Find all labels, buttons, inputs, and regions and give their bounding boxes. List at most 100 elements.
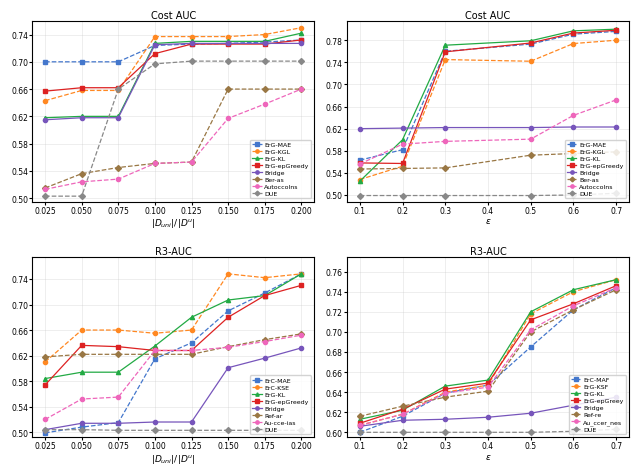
- Ber-as: [151, 161, 159, 167]
- Bridge: [41, 118, 49, 123]
- DUE: [115, 427, 122, 433]
- ErG-MAE: [188, 42, 195, 48]
- ErC-MAF: [356, 429, 364, 435]
- ErG-KL: [298, 31, 305, 37]
- ErG-KL: [399, 138, 406, 143]
- ErG-epGreedy: [41, 382, 49, 388]
- Autoccolns: [188, 160, 195, 166]
- Au_ccer_nes: [484, 385, 492, 390]
- X-axis label: $|D_{uni}|/|D^u|$: $|D_{uni}|/|D^u|$: [151, 452, 196, 465]
- ErC-MAE: [298, 271, 305, 277]
- Ref-re: [527, 329, 534, 335]
- Autoccolns: [570, 113, 577, 119]
- ErG-KSF: [527, 311, 534, 317]
- ErG-MAE: [41, 60, 49, 66]
- ErG-KL: [298, 271, 305, 277]
- ErG-KL: [115, 114, 122, 120]
- ErC-MAE: [188, 340, 195, 346]
- ErG-KL: [151, 41, 159, 47]
- ErC-MAF: [527, 345, 534, 350]
- Line: ErG-KL: ErG-KL: [43, 32, 303, 120]
- DUE: [78, 194, 86, 199]
- ErG-KL: [188, 315, 195, 320]
- DUE: [612, 191, 620, 197]
- Ref-ar: [78, 352, 86, 357]
- ErG-epGreedy: [224, 42, 232, 48]
- Autoccolns: [151, 161, 159, 167]
- Ref-re: [399, 404, 406, 409]
- Au-cce-ias: [41, 416, 49, 422]
- ErG-epGreedy: [399, 161, 406, 167]
- Au-cce-ias: [188, 348, 195, 354]
- ErG-epGreey: [356, 420, 364, 426]
- Line: Bridge: Bridge: [358, 126, 618, 131]
- Bridge: [151, 43, 159, 49]
- ErG-epGreedy: [570, 31, 577, 37]
- ErG-epGreedy: [527, 41, 534, 47]
- ErG-KL: [484, 377, 492, 383]
- ErC-KSE: [41, 359, 49, 365]
- ErG-KGL: [41, 99, 49, 104]
- ErG-epGreedy: [78, 86, 86, 91]
- DUE: [612, 426, 620, 432]
- Autoccolns: [442, 139, 449, 145]
- Autoccolns: [527, 137, 534, 143]
- Legend: ErC-MAF, ErG-KSF, ErG-KL, ErG-epGreey, Bridge, Ref-re, Au_ccer_nes, DUE: ErC-MAF, ErG-KSF, ErG-KL, ErG-epGreey, B…: [568, 375, 626, 434]
- DUE: [356, 193, 364, 199]
- ErG-KL: [78, 114, 86, 120]
- DUE: [188, 427, 195, 433]
- Bridge: [261, 41, 269, 47]
- Bridge: [115, 116, 122, 121]
- Line: DUE: DUE: [43, 60, 303, 199]
- Line: DUE: DUE: [358, 427, 618, 435]
- Line: Au-cce-ias: Au-cce-ias: [43, 333, 303, 422]
- DUE: [399, 193, 406, 199]
- DUE: [298, 59, 305, 65]
- DUE: [527, 193, 534, 199]
- Line: ErG-KL: ErG-KL: [43, 272, 303, 381]
- ErG-epGreedy: [356, 161, 364, 167]
- ErG-KL: [570, 288, 577, 293]
- ErG-MAE: [115, 60, 122, 66]
- Ref-re: [356, 414, 364, 419]
- ErG-MAE: [527, 42, 534, 48]
- Autoccolns: [399, 142, 406, 148]
- Ref-ar: [188, 352, 195, 357]
- ErG-KGL: [612, 38, 620, 44]
- ErG-KGL: [527, 59, 534, 65]
- Ref-ar: [224, 344, 232, 350]
- Legend: ErG-MAE, ErG-KGL, ErG-KL, ErG-epGreedy, Bridge, Ber-as, Autoccolns, DUE: ErG-MAE, ErG-KGL, ErG-KL, ErG-epGreedy, …: [564, 140, 626, 199]
- Ref-re: [484, 388, 492, 394]
- Ref-re: [442, 395, 449, 400]
- ErG-KSF: [570, 289, 577, 295]
- Line: Ber-as: Ber-as: [43, 88, 303, 191]
- ErG-KL: [224, 40, 232, 45]
- ErG-epGreey: [442, 387, 449, 392]
- Bridge: [399, 126, 406, 132]
- DUE: [188, 59, 195, 65]
- ErG-KGL: [115, 89, 122, 94]
- ErG-KL: [612, 27, 620, 33]
- Line: Ref-ar: Ref-ar: [43, 332, 303, 359]
- DUE: [442, 429, 449, 435]
- ErG-KL: [570, 29, 577, 35]
- Bridge: [612, 395, 620, 400]
- ErG-KL: [41, 376, 49, 382]
- ErG-epGreedy: [188, 42, 195, 48]
- Autoccolns: [298, 87, 305, 93]
- DUE: [570, 193, 577, 198]
- Autoccolns: [78, 179, 86, 185]
- ErG-KGL: [261, 32, 269, 38]
- DUE: [115, 87, 122, 93]
- Line: ErG-KGL: ErG-KGL: [358, 39, 618, 182]
- ErG-KL: [356, 416, 364, 422]
- Ref-re: [570, 307, 577, 313]
- ErG-KSF: [356, 423, 364, 428]
- Bridge: [188, 41, 195, 47]
- DUE: [484, 429, 492, 435]
- DUE: [356, 429, 364, 435]
- ErG-epGreedy: [151, 52, 159, 58]
- Line: ErG-KL: ErG-KL: [358, 278, 618, 421]
- X-axis label: $\varepsilon$: $\varepsilon$: [484, 452, 492, 461]
- Ref-ar: [115, 352, 122, 357]
